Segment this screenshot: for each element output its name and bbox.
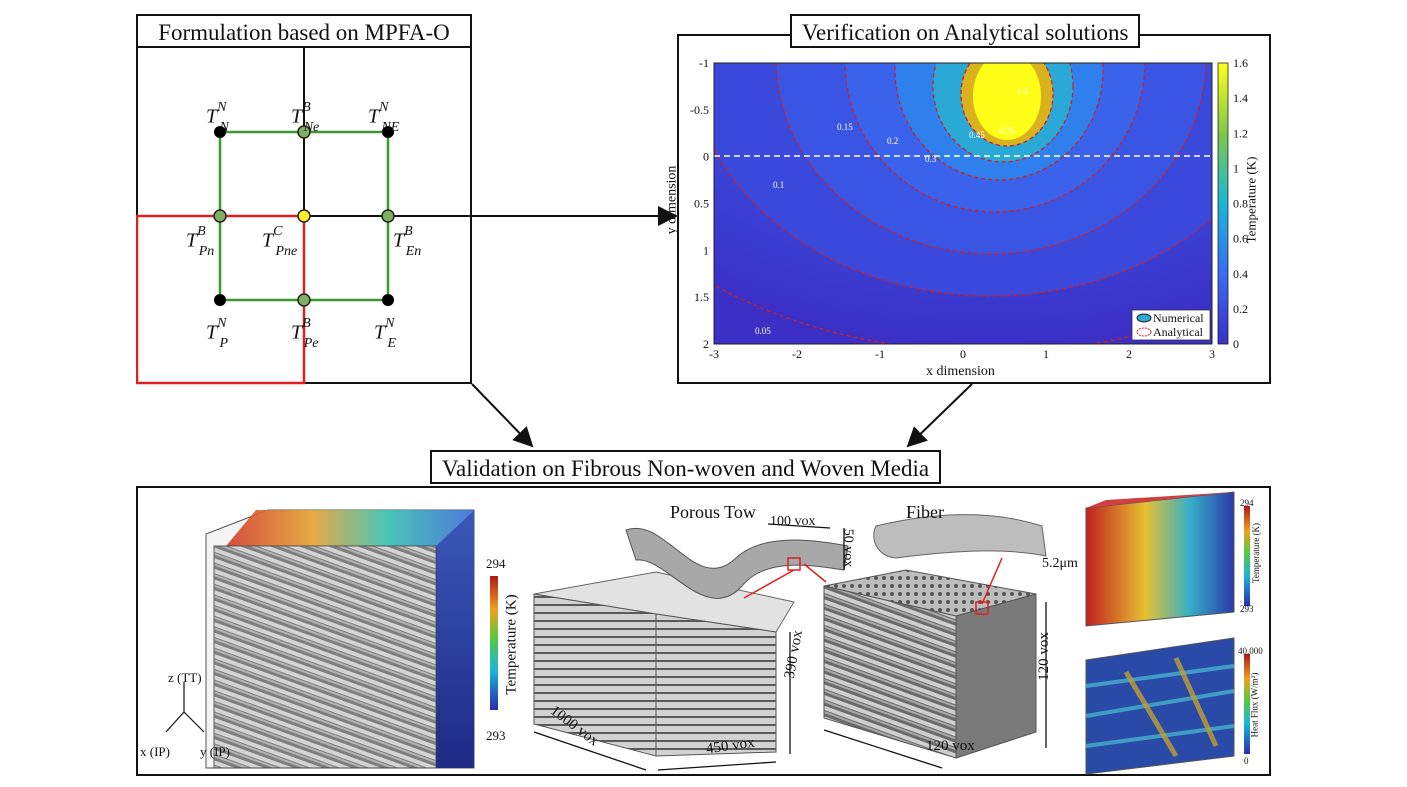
colorbar-tick-label: 0.4 [1233, 267, 1248, 281]
colorbar-tick-label: 0.6 [1233, 232, 1248, 246]
x-tick-label: -2 [792, 347, 802, 361]
legend-numerical: Numerical [1153, 311, 1204, 325]
fiber-block [823, 569, 1037, 759]
colorbar-tick-label: 1.2 [1233, 126, 1248, 140]
woven-heatflux-box [1085, 637, 1235, 775]
axis-y-label: y (IP) [200, 744, 230, 759]
contour-level-label: 0.2 [887, 136, 898, 146]
woven-temp-min: 293 [1240, 604, 1254, 614]
woven-temperature-box [1085, 491, 1235, 627]
x-axis-label: x dimension [926, 364, 995, 379]
validation-title: Validation on Fibrous Non-woven and Wove… [430, 450, 942, 484]
node-tnn [214, 126, 226, 138]
fiber-diameter: 5.2μm [1042, 556, 1078, 571]
y-tick-label: 0.5 [694, 197, 709, 211]
contour-level-label: 1.2 [1017, 86, 1028, 96]
porous-tow-dim1: 100 vox [770, 514, 816, 529]
contour-level-label: 0.05 [755, 326, 771, 336]
label-te: TNE [374, 316, 397, 351]
node-te [382, 294, 394, 306]
node-tp [214, 294, 226, 306]
node-tnen [382, 126, 394, 138]
colorbar-tick-label: 1 [1233, 161, 1239, 175]
contour-level-label: 0.1 [773, 180, 784, 190]
y-axis-label: y dimension [664, 165, 680, 235]
woven-flux-min: 0 [1244, 756, 1249, 766]
single-fiber [873, 514, 1047, 559]
porous-tow-strand [625, 527, 849, 599]
x-tick-label: 3 [1209, 347, 1215, 361]
verification-title: Verification on Analytical solutions [790, 14, 1141, 48]
woven-flux-colorbar [1244, 654, 1250, 754]
fiber-title: Fiber [906, 502, 944, 522]
contour-level-label: 0.3 [925, 154, 937, 164]
colorbar-tick-label: 0.8 [1233, 197, 1248, 211]
validation-illustrations [165, 491, 1250, 775]
label-ten: TBEn [393, 224, 422, 259]
label-tpne: TCPne [262, 224, 298, 259]
x-tick-label: -1 [875, 347, 885, 361]
verification-heatmap: -3 -2 -1 0 1 2 3 -1 -0.5 0 0.5 1 1.5 2 0 0.2 0.4 0.6 0.8 1 1… [690, 56, 1248, 361]
contour-level-label: 0.75 [999, 126, 1015, 136]
label-tnn: TNN [206, 100, 229, 135]
nonwoven-cb-label: Temperature (K) [503, 594, 520, 695]
colorbar-tick-label: 0.2 [1233, 302, 1248, 316]
fiber-width: 120 vox [926, 738, 975, 754]
nonwoven-colorbar [490, 576, 498, 710]
fiber-height: 120 vox [1035, 632, 1052, 681]
porous-tow-dim2: 50 vox [840, 528, 856, 568]
x-tick-label: 1 [1043, 347, 1049, 361]
colorbar-tick-label: 0 [1233, 337, 1239, 351]
contour-level-label: 0.15 [837, 122, 853, 132]
y-tick-label: 0 [703, 150, 709, 164]
x-tick-label: 2 [1126, 347, 1132, 361]
woven-flux-max: 40,000 [1238, 646, 1263, 656]
x-tick-label: -3 [709, 347, 719, 361]
label-tne-b: TBNe [291, 100, 320, 135]
x-tick-label: 0 [960, 347, 966, 361]
nonwoven-cube [205, 509, 475, 769]
porous-tow-block [533, 571, 795, 757]
label-tnen: TNNE [368, 100, 400, 135]
axis-x-label: x (IP) [140, 744, 170, 759]
woven-temp-colorbar [1244, 506, 1250, 606]
colorbar-tick-label: 1.4 [1233, 91, 1248, 105]
woven-flux-label: Heat Flux (W/m²) [1249, 672, 1260, 738]
y-tick-label: 1.5 [694, 290, 709, 304]
axis-z-label: z (TT) [168, 670, 202, 685]
y-tick-label: 2 [703, 337, 709, 351]
label-tpe: TBPe [291, 316, 319, 351]
woven-temp-max: 294 [1240, 498, 1254, 508]
formulation-title: Formulation based on MPFA-O [136, 14, 472, 48]
colorbar-tick-label: 1.6 [1233, 56, 1248, 70]
label-tp: TNP [206, 316, 229, 351]
porous-tow-title: Porous Tow [670, 502, 756, 522]
y-tick-label: 1 [703, 243, 709, 257]
y-tick-label: -0.5 [690, 103, 709, 117]
nonwoven-cb-min: 293 [486, 728, 506, 743]
mpfa-grid-diagram [136, 48, 472, 385]
nonwoven-cb-max: 294 [486, 556, 506, 571]
contour-level-label: 0.45 [969, 130, 985, 140]
arrow-verification-to-validation [906, 383, 973, 448]
colorbar-label: Temperature (K) [1243, 156, 1259, 244]
label-tpn: TBPn [186, 224, 215, 259]
y-tick-label: -1 [699, 56, 709, 70]
woven-temp-label: Temperature (K) [1251, 522, 1262, 584]
arrow-formulation-to-validation [471, 383, 534, 448]
legend-analytical: Analytical [1153, 325, 1203, 339]
